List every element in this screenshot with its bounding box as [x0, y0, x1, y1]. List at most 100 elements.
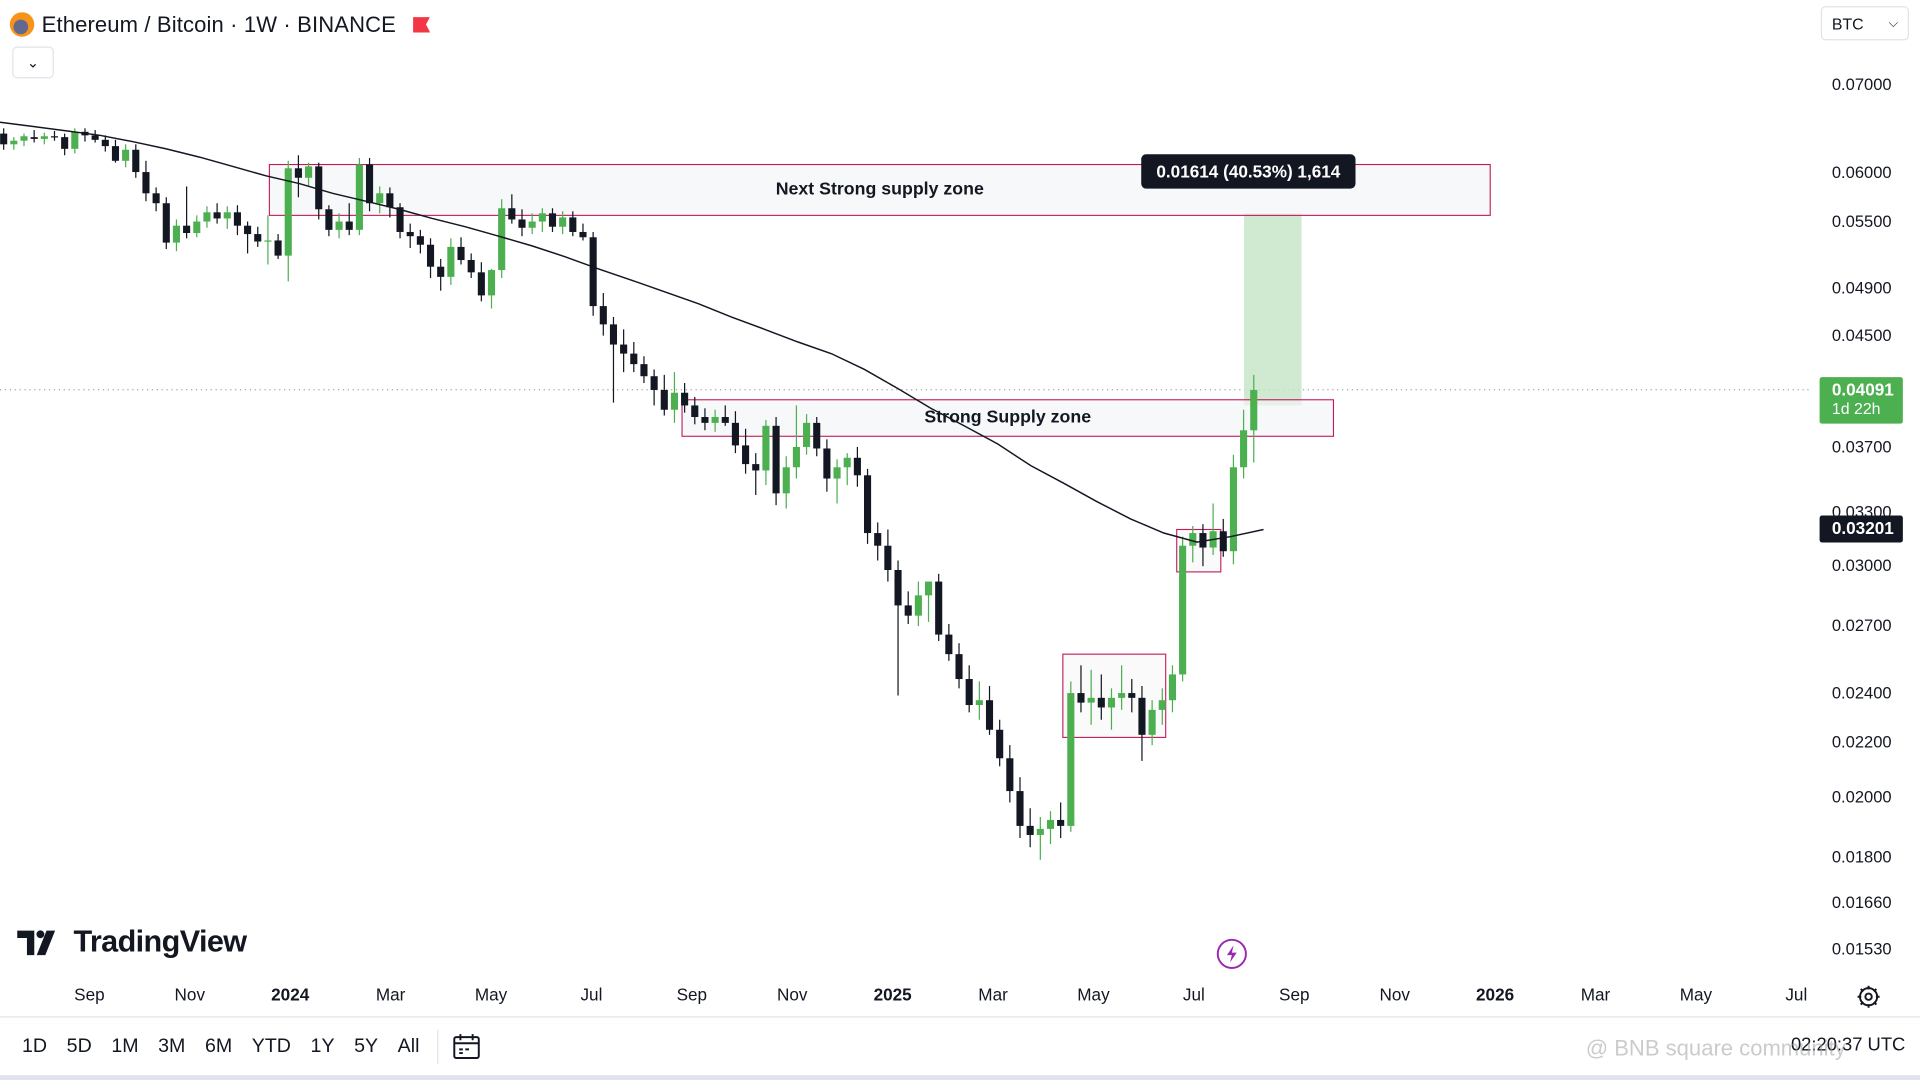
candle-body [762, 425, 770, 471]
candle-body [742, 445, 750, 465]
symbol-title[interactable]: Ethereum / Bitcoin · 1W · BINANCE [41, 11, 396, 37]
range-button-6m[interactable]: 6M [204, 1035, 233, 1057]
calendar-icon[interactable] [450, 1032, 482, 1061]
candle-body [589, 237, 597, 307]
candle-body [965, 679, 973, 706]
candle-body [924, 581, 933, 596]
measure-label: 0.01614 (40.53%) 1,614 [1141, 154, 1356, 190]
candle-body [71, 131, 79, 149]
price-tick: 0.02400 [1831, 683, 1892, 703]
time-tick: Nov [776, 984, 808, 1005]
candle-body [823, 448, 831, 479]
candle-body [1250, 389, 1258, 431]
moving-average-line [0, 121, 1264, 543]
flag-icon[interactable] [413, 16, 431, 33]
candle-body [650, 376, 658, 390]
toolbar-divider [436, 1029, 438, 1065]
candle-body [40, 136, 48, 139]
price-tick: 0.02200 [1831, 733, 1892, 752]
candle-body [620, 344, 628, 354]
candle-body [1229, 467, 1237, 552]
candle-body [437, 266, 445, 277]
range-button-1m[interactable]: 1M [111, 1035, 139, 1057]
candle-body [101, 139, 109, 147]
candle-body [132, 149, 140, 173]
candle-body [711, 417, 719, 423]
lightning-icon[interactable] [1216, 938, 1248, 970]
candle-body [1199, 533, 1207, 548]
candle-body [244, 225, 252, 235]
candle-body [772, 425, 780, 494]
range-button-all[interactable]: All [397, 1035, 420, 1057]
candle-body [1026, 825, 1034, 835]
range-button-5d[interactable]: 5D [66, 1035, 92, 1057]
candle-body [955, 654, 963, 680]
candle-body [538, 213, 546, 222]
ma-price-label: 0.03201 [1819, 515, 1903, 543]
tradingview-logo-icon [17, 929, 56, 955]
candle-body [162, 203, 170, 243]
range-button-5y[interactable]: 5Y [354, 1035, 379, 1057]
price-tick: 0.02700 [1831, 616, 1892, 636]
time-display[interactable]: 02:20:37 UTC [1790, 1034, 1906, 1056]
candle-body [508, 208, 516, 220]
candle-body [609, 324, 618, 345]
candle-body [213, 212, 221, 219]
price-tick: 0.06000 [1831, 162, 1892, 182]
candle-body [782, 467, 790, 494]
candle-body [457, 246, 465, 261]
tradingview-logo[interactable]: TradingView [17, 924, 247, 960]
current-price-label: 0.04091 1d 22h [1819, 377, 1903, 425]
candle-body [681, 392, 689, 406]
candle-body [345, 221, 353, 230]
time-tick: Sep [1279, 984, 1310, 1005]
candle-body [1067, 693, 1075, 826]
candle-body [366, 164, 374, 204]
candle-body [1097, 697, 1105, 708]
candle-body [284, 168, 292, 256]
candle-body [599, 306, 607, 325]
candle-body [426, 244, 435, 267]
time-tick: May [1077, 984, 1110, 1005]
range-button-1y[interactable]: 1Y [310, 1035, 335, 1057]
strong-supply-zone-label: Strong Supply zone [924, 408, 1092, 428]
candle-body [1240, 430, 1248, 468]
candle-body [813, 422, 821, 449]
candle-body [50, 136, 59, 138]
candle-body [254, 234, 262, 242]
candle-body [447, 246, 455, 277]
candle-body [1168, 674, 1177, 701]
price-tick: 0.01660 [1831, 893, 1892, 912]
candle-body [335, 221, 343, 230]
candle-body [803, 422, 811, 447]
candle-body [1077, 693, 1085, 703]
candle-body [315, 166, 323, 210]
candle-body [1036, 828, 1044, 835]
candle-body [731, 422, 739, 446]
supply-zone-box [681, 399, 1335, 437]
time-tick: Mar [978, 984, 1008, 1005]
time-tick: 2026 [1476, 984, 1515, 1005]
collapse-legend-button[interactable]: ⌄ [12, 46, 54, 79]
price-axis[interactable]: 0.07000 0.06000 0.05500 0.04900 0.04500 0.037… [1810, 49, 1920, 980]
time-axis[interactable]: Sep Nov 2024 Mar May Jul Sep Nov 2025 Mar May Jul Se… [0, 980, 1812, 1012]
price-tick: 0.03000 [1831, 556, 1892, 576]
candle-body [559, 217, 567, 227]
bottom-toolbar: 1D 5D 1M 3M 6M YTD 1Y 5Y All 02:20:37 UTC [0, 1016, 1920, 1076]
range-button-ytd[interactable]: YTD [251, 1035, 291, 1057]
range-button-1d[interactable]: 1D [22, 1035, 48, 1057]
candle-body [294, 168, 302, 178]
candle-body [0, 133, 8, 145]
candle-body [274, 240, 282, 256]
candle-body [1016, 791, 1024, 826]
time-tick: Sep [676, 984, 708, 1005]
range-button-3m[interactable]: 3M [158, 1035, 186, 1057]
candle-body [569, 217, 577, 232]
price-chart[interactable] [0, 49, 1810, 980]
candle-body [548, 213, 557, 227]
candle-body [914, 595, 922, 616]
gear-icon[interactable] [1855, 983, 1882, 1010]
candle-body [874, 533, 882, 546]
bottom-strip [0, 1075, 1920, 1080]
currency-select[interactable]: BTC ⌵ [1820, 6, 1909, 41]
